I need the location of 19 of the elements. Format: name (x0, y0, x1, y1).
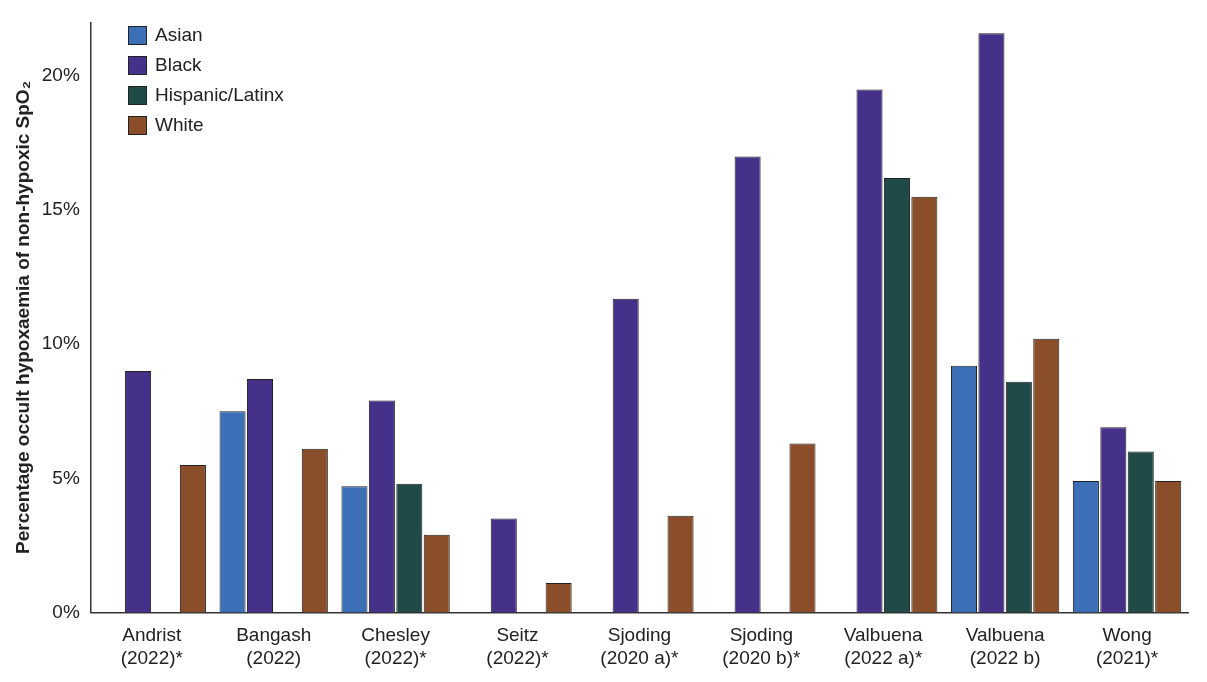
y-tick-label: 15% (41, 198, 80, 220)
x-tick-label: Chesley (2022)* (361, 624, 431, 668)
y-tick-label: 0% (52, 600, 80, 622)
legend-label: Asian (155, 24, 203, 46)
x-tick-label: Valbuena (2022 a)* (843, 624, 924, 668)
x-tick-label: Seitz (2022)* (486, 624, 550, 668)
x-tick-label: Sjoding (2020 b)* (722, 624, 801, 668)
y-tick-label: 5% (52, 466, 80, 488)
x-tick-label: Valbuena (2022 b) (965, 624, 1046, 668)
y-tick-label: 10% (41, 332, 80, 354)
legend-label: Black (155, 54, 202, 76)
y-axis-title: Percentage occult hypoxaemia of non-hypoxic SpO₂ (11, 80, 33, 554)
y-tick-label: 20% (41, 64, 80, 86)
x-tick-label: Sjoding (2020 a)* (600, 624, 680, 668)
legend-label: Hispanic/Latinx (155, 84, 284, 106)
x-tick-label: Andrist (2022)* (120, 624, 184, 668)
legend-label: White (155, 114, 204, 136)
x-tick-label: Bangash (2022) (236, 624, 312, 668)
x-tick-label: Wong (2021)* (1095, 624, 1159, 668)
